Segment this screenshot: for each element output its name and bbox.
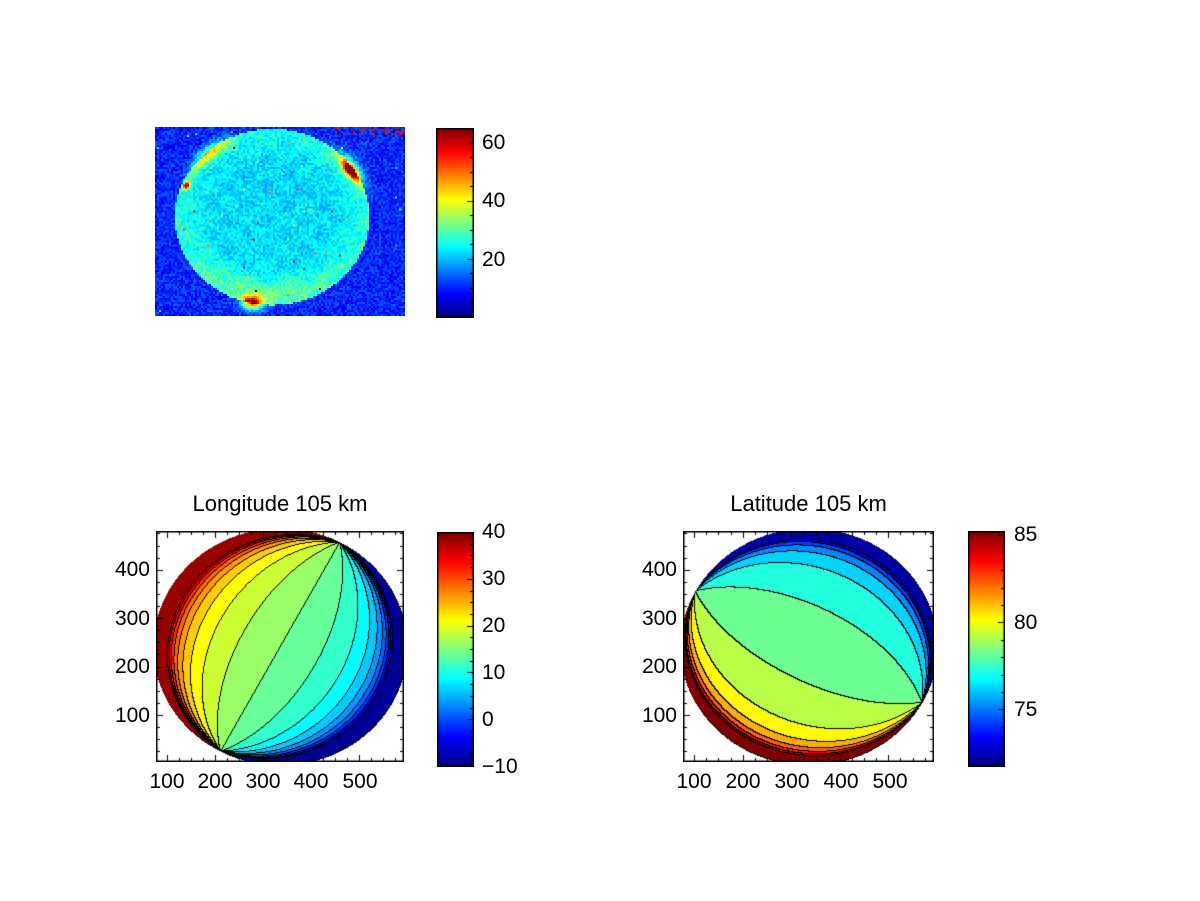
latitude-plot-title: Latitude 105 km (730, 491, 887, 516)
longitude-y-tick-label: 400 (114, 558, 150, 581)
longitude-colorbar-tick-label: 0 (482, 708, 494, 731)
longitude-x-tick-label: 200 (197, 770, 233, 793)
latitude-x-tick-label: 300 (774, 770, 810, 793)
latitude-y-tick-label: 100 (641, 704, 677, 727)
latitude-x-tick-label: 400 (823, 770, 859, 793)
latitude-y-tick-label: 300 (641, 607, 677, 630)
allsky-image (155, 127, 405, 316)
longitude-colorbar (437, 532, 474, 767)
longitude-x-tick-label: 500 (342, 770, 378, 793)
longitude-x-tick-label: 100 (149, 770, 185, 793)
allsky-colorbar-tick-label: 60 (482, 131, 506, 154)
longitude-y-tick-label: 300 (114, 607, 150, 630)
latitude-colorbar-tick-label: 80 (1014, 611, 1038, 634)
latitude-colorbar-tick-label: 85 (1014, 523, 1038, 546)
longitude-colorbar-tick-label: 40 (482, 520, 506, 543)
latitude-colorbar-tick-label: 75 (1014, 698, 1038, 721)
longitude-plot-title: Longitude 105 km (192, 491, 368, 516)
latitude-y-tick-label: 400 (641, 558, 677, 581)
longitude-colorbar-tick-label: 10 (482, 661, 506, 684)
latitude-colorbar (968, 531, 1005, 767)
latitude-contour-plot (683, 531, 934, 762)
longitude-colorbar-tick-label: 20 (482, 614, 506, 637)
longitude-colorbar-tick-label: −10 (482, 755, 518, 778)
longitude-contour-plot (156, 531, 404, 762)
allsky-colorbar-tick-label: 40 (482, 189, 506, 212)
latitude-x-tick-label: 500 (872, 770, 908, 793)
latitude-x-tick-label: 100 (676, 770, 712, 793)
latitude-x-tick-label: 200 (725, 770, 761, 793)
longitude-x-tick-label: 300 (245, 770, 281, 793)
latitude-y-tick-label: 200 (641, 655, 677, 678)
allsky-colorbar (436, 128, 474, 318)
longitude-colorbar-tick-label: 30 (482, 567, 506, 590)
longitude-x-tick-label: 400 (293, 770, 329, 793)
allsky-colorbar-tick-label: 20 (482, 248, 506, 271)
longitude-y-tick-label: 100 (114, 704, 150, 727)
longitude-y-tick-label: 200 (114, 655, 150, 678)
